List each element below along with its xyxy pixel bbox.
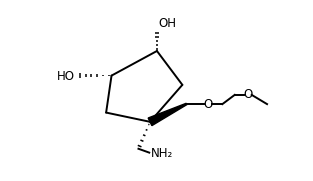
Text: O: O xyxy=(203,98,213,111)
Text: NH₂: NH₂ xyxy=(151,147,173,160)
Text: HO: HO xyxy=(57,70,75,83)
Text: OH: OH xyxy=(158,17,177,30)
Text: O: O xyxy=(243,88,252,101)
Polygon shape xyxy=(148,103,187,126)
